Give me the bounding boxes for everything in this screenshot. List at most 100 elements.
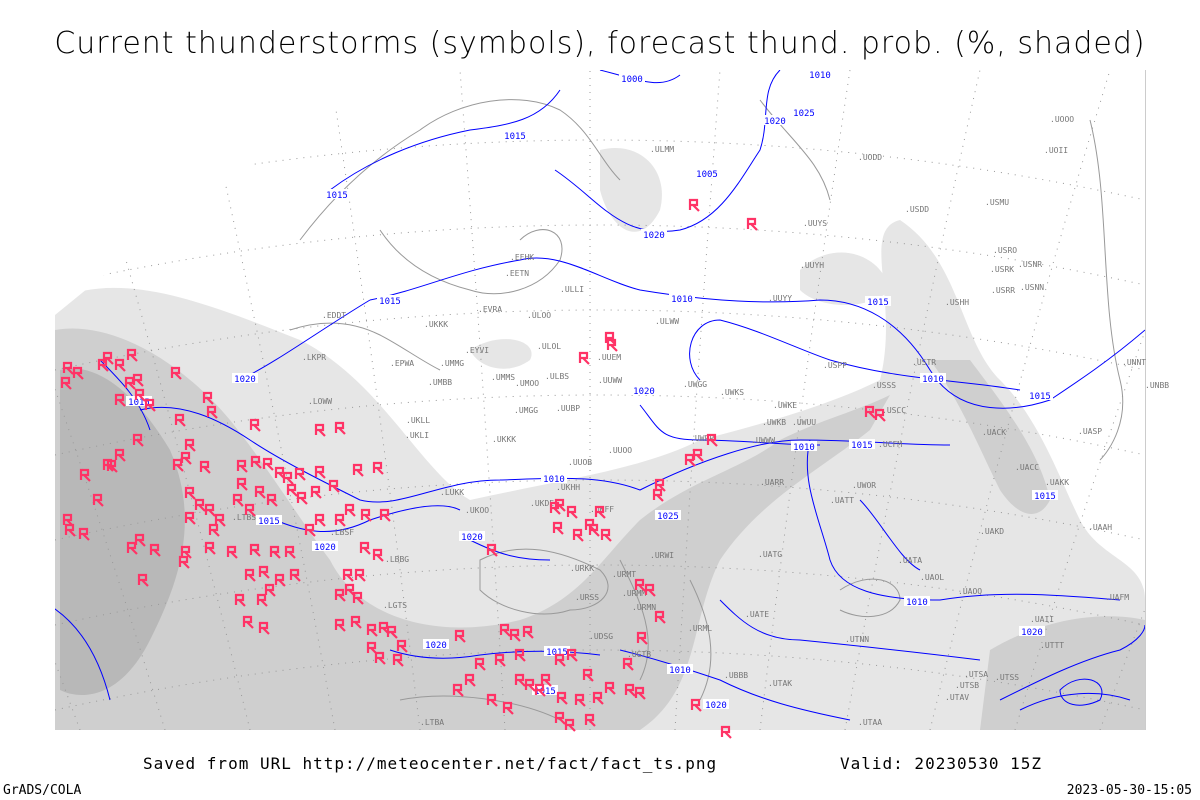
isobar-label-bg <box>631 385 657 395</box>
station-label: .USDD <box>905 205 929 214</box>
thunderstorm-symbol-icon <box>654 610 666 624</box>
station-label: .UUWW <box>598 376 622 385</box>
thunderstorm-symbol-icon <box>184 486 196 500</box>
coastline <box>759 99 831 201</box>
station-label: .EPWA <box>390 359 414 368</box>
station-label: .LGTS <box>383 601 407 610</box>
thunderstorm-symbol-icon <box>199 460 211 474</box>
lat-lon-grid <box>55 70 1145 730</box>
isobar-label: 1010 <box>922 375 944 385</box>
thunderstorm-symbol-icon <box>244 503 256 517</box>
isobar-label-bg <box>703 699 729 709</box>
station-label: .UWOR <box>852 481 876 490</box>
thunderstorm-symbol-icon <box>386 625 398 639</box>
thunderstorm-symbol-icon <box>606 338 618 352</box>
station-label: .UTSA <box>964 670 988 679</box>
thunderstorm-probability-shading <box>55 148 1145 730</box>
thunderstorm-symbol-icon <box>294 467 306 481</box>
thunderstorm-symbol-icon <box>352 463 364 477</box>
coastline <box>839 578 901 618</box>
station-label: .UODD <box>858 153 882 162</box>
isobar-label: 1025 <box>657 512 679 522</box>
thunderstorm-symbol-icon <box>206 405 218 419</box>
thunderstorm-symbol-icon <box>234 593 246 607</box>
isobar-label: 1015 <box>326 191 348 201</box>
thunderstorm-symbol-icon <box>296 491 308 505</box>
thunderstorm-symbol-icon <box>314 465 326 479</box>
station-label: .ULLI <box>560 285 584 294</box>
thunderstorm-symbol-icon <box>64 523 76 537</box>
station-label: .UKLI <box>405 431 429 440</box>
station-label: .UOOO <box>1050 115 1074 124</box>
coastline <box>619 559 649 681</box>
isobar-label: 1010 <box>669 666 691 676</box>
thunderstorm-symbol-icon <box>236 477 248 491</box>
thunderstorm-symbol-icon <box>706 433 718 447</box>
station-label: .UWKE <box>773 401 797 410</box>
station-label: .UTSB <box>955 681 979 690</box>
thunderstorm-symbol-icon <box>137 573 149 587</box>
thunderstorm-symbol-icon <box>174 413 186 427</box>
thunderstorm-symbol-icon <box>60 376 72 390</box>
thunderstorm-symbol-icon <box>584 713 596 727</box>
thunderstorm-symbol-icon <box>126 541 138 555</box>
isobar-label: 1020 <box>1021 628 1043 638</box>
station-label: .UKLL <box>406 416 430 425</box>
generation-timestamp: 2023-05-30-15:05 <box>1066 783 1192 798</box>
isobar-line <box>239 299 371 381</box>
thunderstorm-symbol-icon <box>264 583 276 597</box>
station-label: .UWPP <box>690 434 714 443</box>
station-label: .UASP <box>1078 427 1102 436</box>
source-url: Saved from URL http://meteocenter.net/fa… <box>143 754 718 773</box>
station-label: .UAII <box>1030 615 1054 624</box>
station-label: .UAFM <box>1105 593 1129 602</box>
thunderstorm-symbol-icon <box>396 639 408 653</box>
thunderstorm-symbol-icon <box>552 521 564 535</box>
station-label: .ULOL <box>537 342 561 351</box>
station-label: .UATT <box>830 496 854 505</box>
thunderstorm-symbol-icon <box>366 623 378 637</box>
isobar-label: 1010 <box>671 295 693 305</box>
thunderstorm-symbol-icon <box>114 393 126 407</box>
thunderstorm-symbol-icon <box>474 657 486 671</box>
isobar-label: 1020 <box>764 117 786 127</box>
station-label: .URKK <box>570 564 594 573</box>
isobar-label-bg <box>619 73 645 83</box>
isobar-label: 1020 <box>425 641 447 651</box>
thunderstorm-symbol-icon <box>304 523 316 537</box>
thunderstorm-symbol-icon <box>352 591 364 605</box>
isobar-line <box>1019 693 1131 711</box>
station-label: .URMT <box>612 570 636 579</box>
coastline <box>479 548 609 615</box>
thunderstorm-symbol-icon <box>554 653 566 667</box>
thunderstorm-symbol-icon <box>454 629 466 643</box>
isobar-label: 1015 <box>867 298 889 308</box>
map-title: Current thunderstorms (symbols), forecas… <box>54 26 1146 61</box>
thunderstorm-symbol-icon <box>266 493 278 507</box>
isobar-line <box>139 406 951 503</box>
station-label: .URMN <box>632 603 656 612</box>
thunderstorm-symbol-icon <box>556 691 568 705</box>
isobar-label-bg <box>694 168 720 178</box>
thunderstorm-symbol-icon <box>244 568 256 582</box>
thunderstorm-symbol-icon <box>250 455 262 469</box>
station-label: .UKHH <box>556 483 580 492</box>
station-label: .URWI <box>650 551 674 560</box>
thunderstorm-symbol-icon <box>97 358 109 372</box>
thunderstorm-symbol-icon <box>249 543 261 557</box>
station-label: .USNN <box>1020 283 1044 292</box>
thunderstorm-symbol-icon <box>372 461 384 475</box>
isobar-label: 1010 <box>543 475 565 485</box>
isobar-label-bg <box>667 664 693 674</box>
isobar-label-bg <box>920 373 946 383</box>
isobar-line <box>999 624 1145 701</box>
station-labels: .UOOO .UOII .ULMM .UODD .USDD .USMU .UUYS .UUYH… <box>232 115 1169 727</box>
station-label: .UUYS <box>803 219 827 228</box>
isobar-label-bg <box>232 373 258 383</box>
thunderstorm-symbol-icon <box>194 498 206 512</box>
thunderstorm-symbol-icon <box>600 528 612 542</box>
thunderstorm-symbol-icon <box>464 673 476 687</box>
station-label: .LTBA <box>420 718 444 727</box>
isobar-label-bg <box>865 296 891 306</box>
thunderstorm-symbol-icon <box>574 693 586 707</box>
